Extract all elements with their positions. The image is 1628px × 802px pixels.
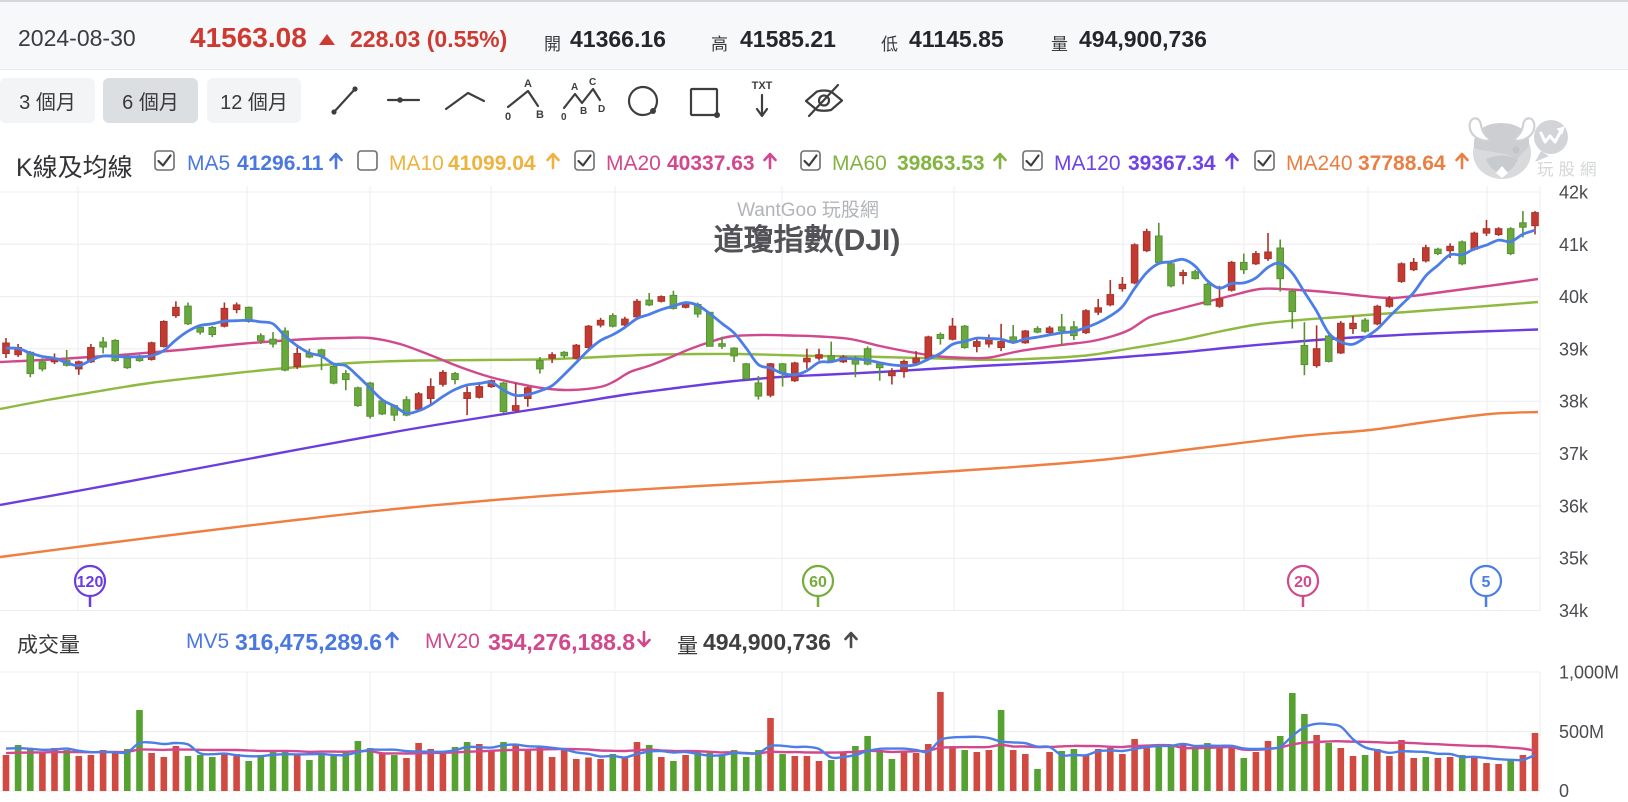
svg-text:38k: 38k xyxy=(1559,392,1589,412)
svg-text:D: D xyxy=(598,104,605,115)
svg-text:41k: 41k xyxy=(1559,235,1589,255)
svg-text:42k: 42k xyxy=(1559,183,1589,203)
svg-text:0: 0 xyxy=(505,111,511,123)
svg-text:0: 0 xyxy=(1559,781,1569,801)
svg-text:36k: 36k xyxy=(1559,496,1589,516)
svg-text:39k: 39k xyxy=(1559,339,1589,359)
svg-text:A: A xyxy=(524,78,532,90)
svg-text:道瓊指數(DJI): 道瓊指數(DJI) xyxy=(714,224,901,257)
svg-text:玩股網: 玩股網 xyxy=(1537,160,1602,179)
svg-text:37k: 37k xyxy=(1559,444,1589,464)
svg-text:A: A xyxy=(571,82,578,93)
svg-text:40k: 40k xyxy=(1559,287,1589,307)
svg-text:1,000M: 1,000M xyxy=(1559,663,1619,683)
svg-text:60: 60 xyxy=(809,574,827,591)
svg-text:WantGoo 玩股網: WantGoo 玩股網 xyxy=(737,199,879,221)
svg-text:C: C xyxy=(589,77,596,88)
svg-text:500M: 500M xyxy=(1559,722,1604,742)
svg-text:120: 120 xyxy=(77,574,104,591)
svg-text:35k: 35k xyxy=(1559,549,1589,569)
svg-text:0: 0 xyxy=(561,112,567,123)
svg-text:34k: 34k xyxy=(1559,601,1589,621)
svg-text:B: B xyxy=(536,109,544,121)
svg-text:B: B xyxy=(580,106,587,117)
svg-text:5: 5 xyxy=(1482,574,1491,591)
svg-text:20: 20 xyxy=(1294,574,1312,591)
svg-text:TXT: TXT xyxy=(752,80,773,92)
